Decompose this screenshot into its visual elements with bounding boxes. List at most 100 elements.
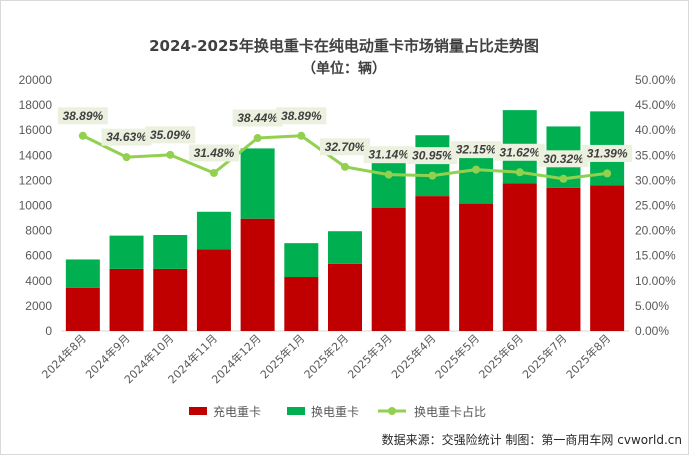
data-label: 30.95% [412,149,453,163]
data-label: 30.32% [543,152,584,166]
data-label: 32.70% [325,140,366,154]
y-right-tick-label: 30.00% [635,173,676,187]
x-tick-label: 2025年6月 [476,331,526,381]
legend-share-label: 换电重卡占比 [414,404,486,419]
bar-charging [590,185,625,331]
x-tick-label: 2024年8月 [39,331,89,381]
y-left-tick-label: 0 [45,324,52,338]
bar-charging [153,268,188,331]
data-label: 31.14% [368,148,409,162]
legend-charging-swatch [189,407,207,415]
bar-swapping [109,235,144,269]
data-label: 38.89% [62,109,103,123]
data-label-bg [407,147,458,165]
bar-charging [459,203,494,331]
y-left-tick-label: 4000 [25,274,52,288]
data-label-bg [538,150,589,168]
legend-share-marker [388,407,396,415]
data-label-bg [494,143,545,161]
chart-title: 2024-2025年换电重卡在纯电动重卡市场销量占比走势图 [149,37,539,55]
bar-swapping [415,135,450,197]
y-left-tick-label: 6000 [25,249,52,263]
bar-charging [240,218,275,331]
bar-swapping [284,243,319,278]
bar-charging [196,249,231,331]
share-marker [472,165,481,174]
share-marker [603,169,612,178]
share-marker [384,170,393,179]
chart-subtitle: （单位：辆） [302,60,386,77]
data-label-bg [232,109,283,127]
data-label: 35.09% [150,128,191,142]
legend-swapping-swatch [287,407,305,415]
data-label-bg [101,128,152,146]
plot-area: 0 2000 4000 6000 8000 10000 12000 14000 16000 180… [19,73,676,386]
data-label: 34.63% [106,130,147,144]
legend-charging-label: 充电重卡 [213,404,261,419]
data-label-bg [582,144,633,162]
source-note: 数据来源：交强险统计 制图：第一商用车网 cvworld.cn [382,432,682,447]
y-left-tick-label: 8000 [25,224,52,238]
x-tick-label: 2025年2月 [301,331,351,381]
y-right-tick-label: 0.00% [635,324,669,338]
y-right-tick-label: 15.00% [635,249,676,263]
y-right-tick-label: 40.00% [635,123,676,137]
y-left-tick-label: 18000 [19,98,53,112]
bar-charging [546,187,581,331]
bar-charging [415,196,450,331]
y-left-tick-label: 16000 [19,123,53,137]
bar-charging [65,287,100,331]
data-label-bg [363,146,414,164]
x-tick-label: 2025年4月 [388,331,438,381]
x-tick-label: 2025年3月 [345,331,395,381]
bar-charging [109,268,144,331]
bar-charging [328,263,362,331]
y-right-tick-label: 35.00% [635,148,676,162]
share-marker [515,168,524,177]
y-right-tick-label: 45.00% [635,98,676,112]
data-label: 31.62% [499,145,540,159]
data-label-bg [276,107,327,125]
data-label-bg [451,141,502,159]
share-marker [559,174,568,183]
legend: 充电重卡 换电重卡 换电重卡占比 [189,404,486,419]
y-left-tick-label: 20000 [19,73,53,87]
data-label: 31.48% [194,146,235,160]
y-right-tick-label: 50.00% [635,73,676,87]
share-marker [78,131,87,140]
share-marker [166,150,175,159]
bar-charging [284,277,319,331]
data-label-bg [320,138,370,156]
data-label-bg [57,107,108,125]
share-marker [209,168,218,177]
y-left-tick-label: 12000 [19,173,53,187]
bar-swapping [196,211,231,250]
legend-swapping-label: 换电重卡 [311,405,359,419]
share-marker [122,153,131,162]
y-left-tick-label: 10000 [19,199,53,213]
bar-charging [371,208,406,331]
x-tick-label: 2025年5月 [432,331,482,381]
share-marker [297,131,306,140]
bar-swapping [240,148,275,219]
data-label: 31.39% [587,146,628,160]
share-marker [428,171,437,180]
y-right-tick-label: 20.00% [635,224,676,238]
y-right-tick-label: 25.00% [635,199,676,213]
bar-swapping [65,259,100,288]
y-left-tick-label: 14000 [19,148,53,162]
x-tick-label: 2025年1月 [257,331,307,381]
y-right-tick-label: 10.00% [635,274,676,288]
x-tick-label: 2025年8月 [563,331,613,381]
data-label-bg [145,126,196,144]
data-label: 32.15% [456,143,497,157]
data-label: 38.89% [281,109,322,123]
data-label-bg [188,144,239,162]
bar-swapping [153,234,188,269]
share-marker [253,134,262,143]
y-left-tick-label: 2000 [25,299,52,313]
x-tick-label: 2025年7月 [519,331,569,381]
bar-swapping [328,231,362,264]
